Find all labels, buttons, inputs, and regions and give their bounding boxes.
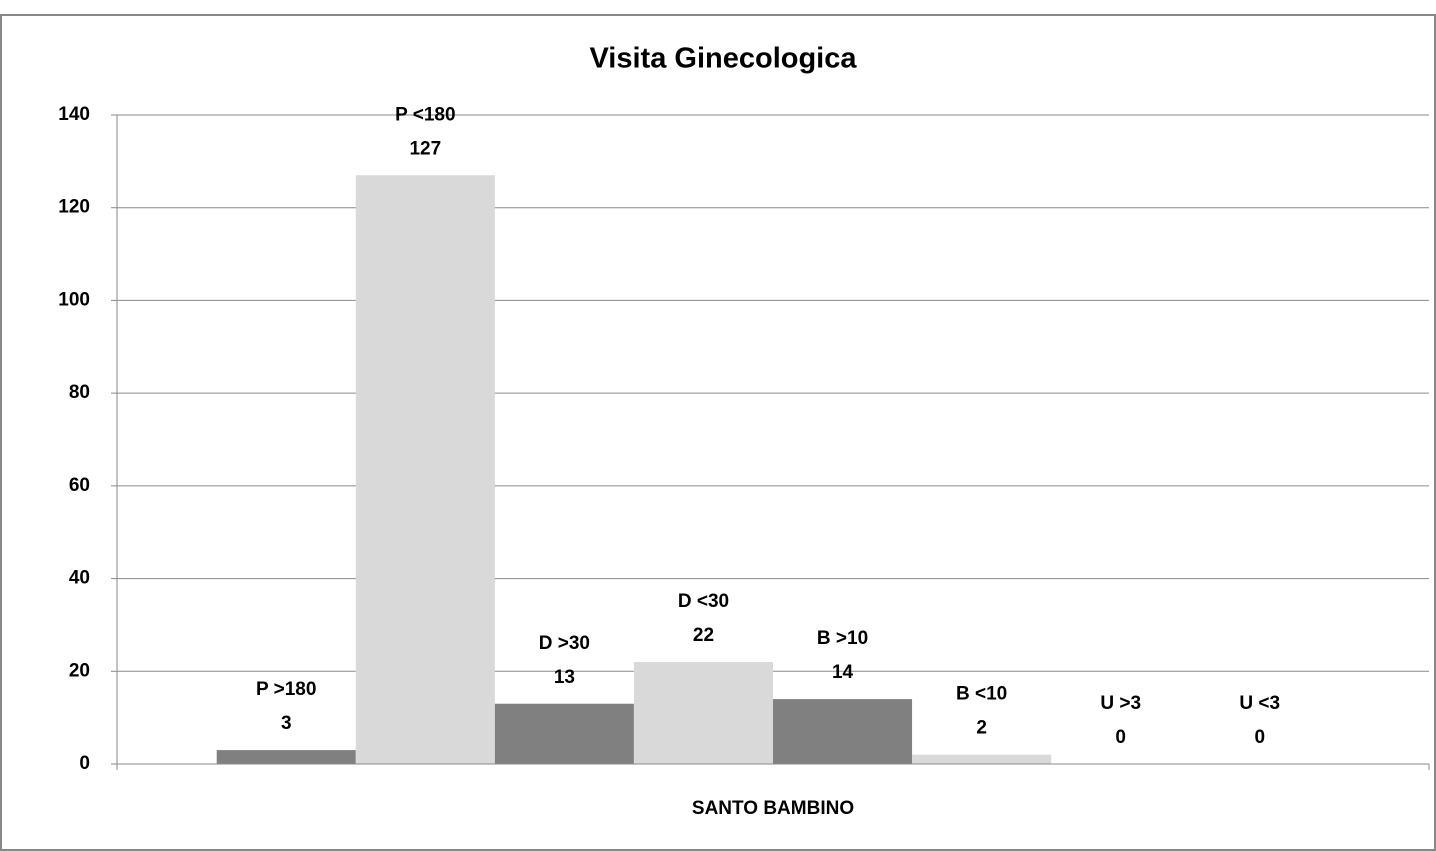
data-label: 2 xyxy=(976,718,987,739)
y-tick-label: 140 xyxy=(58,104,90,125)
data-label-name: D <30 xyxy=(678,591,729,612)
bar xyxy=(773,699,913,764)
data-label-name: B >10 xyxy=(817,628,868,649)
bar xyxy=(633,662,773,764)
chart-title: Visita Ginecologica xyxy=(589,43,857,75)
bar xyxy=(216,750,356,764)
y-tick-label: 100 xyxy=(58,289,90,310)
bar xyxy=(912,754,1052,764)
y-tick-label: 40 xyxy=(69,568,90,589)
y-tick-label: 80 xyxy=(69,382,90,403)
y-tick-label: 20 xyxy=(69,660,90,681)
bar xyxy=(494,703,634,764)
data-label-name: P >180 xyxy=(256,679,316,700)
data-label: 127 xyxy=(409,138,441,159)
data-label-name: U <3 xyxy=(1239,693,1280,714)
data-label-name: D >30 xyxy=(539,633,590,654)
data-label: 22 xyxy=(693,625,714,646)
x-tick-label: SANTO BAMBINO xyxy=(692,798,854,819)
data-label: 3 xyxy=(281,713,292,734)
y-tick-label: 0 xyxy=(79,753,90,774)
data-label: 0 xyxy=(1254,727,1265,748)
data-label: 14 xyxy=(832,662,854,683)
data-label-name: B <10 xyxy=(956,684,1007,705)
y-tick-label: 120 xyxy=(58,197,90,218)
data-label: 13 xyxy=(554,667,575,688)
data-label: 0 xyxy=(1115,727,1126,748)
data-label-name: U >3 xyxy=(1100,693,1141,714)
y-tick-label: 60 xyxy=(69,475,90,496)
data-label-name: P <180 xyxy=(395,104,455,125)
bar xyxy=(355,175,495,764)
